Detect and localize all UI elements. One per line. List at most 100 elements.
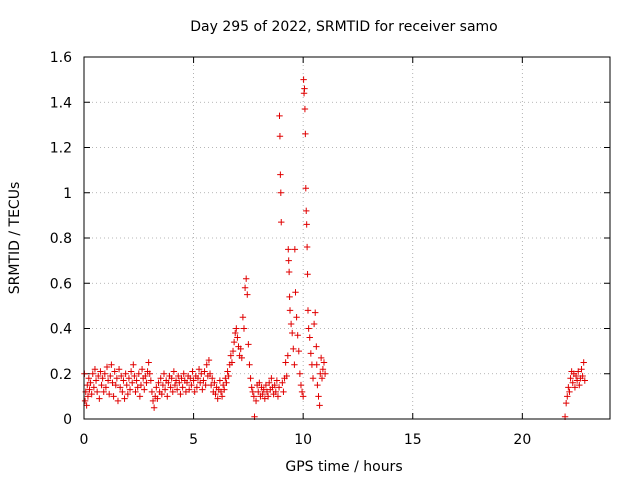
- data-point: [303, 243, 311, 251]
- data-point: [149, 397, 157, 405]
- data-point: [99, 375, 106, 382]
- data-point: [191, 388, 198, 396]
- data-point: [310, 320, 318, 328]
- data-point: [261, 395, 269, 402]
- data-point: [132, 388, 139, 396]
- y-tick-label: 0.6: [50, 276, 72, 292]
- data-point: [109, 379, 116, 386]
- data-point: [168, 375, 175, 382]
- data-point: [237, 345, 244, 353]
- data-point: [309, 375, 317, 382]
- data-point: [159, 381, 167, 389]
- data-point: [212, 390, 219, 398]
- data-point: [196, 379, 204, 386]
- data-point: [154, 395, 161, 402]
- data-point: [318, 375, 326, 382]
- data-point: [101, 370, 109, 377]
- data-point: [263, 388, 271, 396]
- data-point: [256, 379, 263, 386]
- data-point: [272, 388, 279, 396]
- data-point: [216, 377, 224, 384]
- data-point: [205, 356, 213, 364]
- data-point: [312, 309, 319, 316]
- data-point: [125, 375, 133, 382]
- grid-lines: [84, 57, 610, 419]
- data-point: [290, 345, 297, 353]
- data-point: [564, 393, 571, 400]
- data-point: [115, 366, 123, 373]
- data-point: [572, 372, 580, 380]
- data-point: [193, 384, 201, 391]
- data-point: [116, 384, 124, 391]
- data-point: [84, 381, 91, 389]
- data-point: [145, 359, 152, 366]
- data-point: [265, 379, 273, 386]
- data-point: [287, 320, 295, 328]
- data-point: [278, 218, 285, 226]
- data-point: [98, 381, 105, 389]
- data-point: [575, 368, 582, 375]
- data-point: [242, 275, 250, 282]
- data-point: [92, 377, 100, 384]
- data-point: [100, 388, 107, 396]
- data-point: [203, 361, 210, 368]
- data-point: [302, 185, 309, 192]
- y-tick-label: 1.6: [50, 50, 72, 66]
- data-point: [126, 386, 134, 393]
- data-point: [286, 307, 294, 314]
- data-point: [217, 388, 225, 396]
- data-point: [113, 375, 121, 382]
- data-point: [188, 381, 195, 389]
- data-point: [141, 386, 148, 393]
- data-point: [580, 359, 587, 366]
- x-tick-label: 10: [294, 432, 312, 448]
- data-point: [169, 388, 176, 396]
- data-point: [170, 368, 178, 375]
- data-point: [562, 399, 570, 407]
- y-tick-label: 0.2: [50, 367, 72, 383]
- data-point: [195, 366, 203, 373]
- plot-frame: [83, 56, 611, 420]
- data-point: [279, 379, 286, 386]
- data-point: [147, 377, 155, 384]
- data-point: [119, 388, 126, 396]
- data-point: [241, 284, 249, 291]
- data-point: [273, 377, 281, 384]
- data-point: [285, 268, 293, 276]
- data-point: [87, 379, 94, 386]
- y-tick-label: 1.4: [50, 95, 72, 111]
- data-point: [137, 381, 145, 389]
- data-point: [298, 388, 306, 396]
- data-point: [569, 379, 576, 386]
- data-point: [199, 386, 206, 393]
- data-point: [282, 359, 289, 366]
- data-point: [164, 393, 171, 400]
- data-point: [579, 372, 586, 380]
- data-point: [224, 368, 231, 375]
- data-points: [81, 76, 588, 420]
- data-point: [227, 352, 235, 359]
- data-point: [285, 257, 292, 264]
- data-point: [299, 393, 307, 400]
- data-point: [268, 375, 275, 382]
- data-point: [88, 390, 95, 398]
- data-point: [121, 395, 128, 402]
- data-point: [142, 372, 149, 380]
- data-point: [172, 377, 180, 384]
- data-point: [198, 370, 205, 377]
- data-point: [286, 293, 293, 301]
- data-point: [320, 359, 328, 366]
- data-point: [222, 375, 229, 382]
- data-point: [108, 361, 115, 368]
- data-point: [292, 289, 299, 296]
- data-point: [207, 381, 215, 389]
- data-point: [167, 384, 174, 391]
- data-point: [285, 246, 292, 253]
- data-point: [129, 379, 136, 386]
- data-point: [93, 388, 101, 396]
- data-point: [219, 381, 227, 389]
- data-point: [90, 384, 98, 391]
- data-point: [295, 347, 302, 355]
- data-point: [246, 361, 253, 368]
- data-point: [201, 368, 208, 375]
